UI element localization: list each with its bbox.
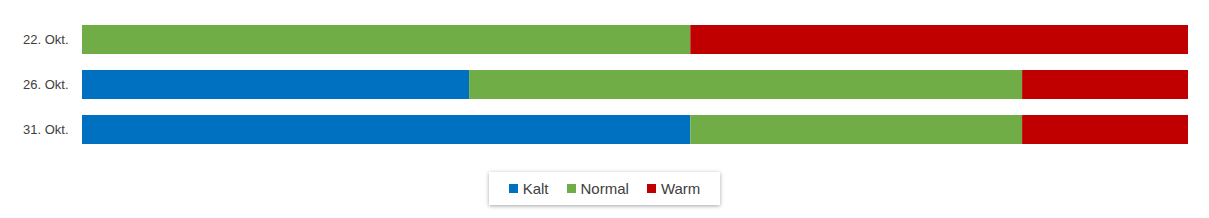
svg-text:26. Okt.: 26. Okt. [23,77,69,92]
html-text:Warm: Warm [660,180,701,197]
html-text:Normal: Normal [580,180,629,197]
html-text:Kalt: Kalt [522,180,549,197]
svg-text:31. Okt.: 31. Okt. [23,122,69,137]
svg-text:22. Okt.: 22. Okt. [23,32,69,47]
